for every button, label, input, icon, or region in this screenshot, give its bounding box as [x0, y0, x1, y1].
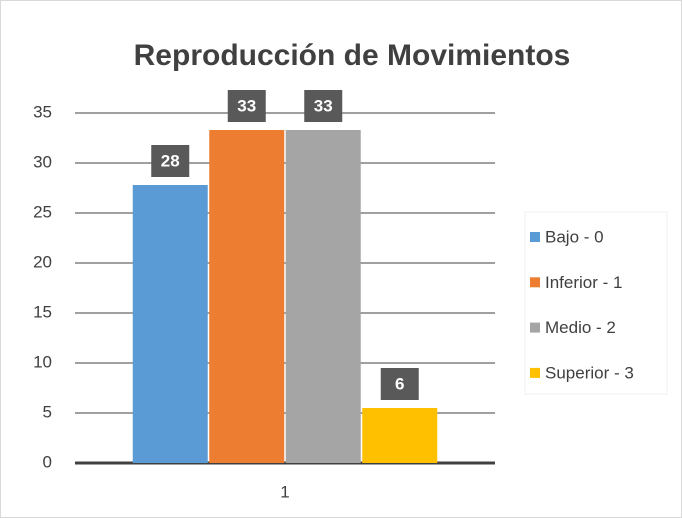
y-tick-label: 5	[43, 402, 52, 421]
legend-label: Inferior - 1	[545, 273, 622, 292]
legend-swatch	[530, 232, 540, 242]
data-label: 33	[237, 96, 256, 115]
data-label-box	[380, 368, 419, 400]
legend-swatch	[530, 277, 540, 288]
data-label: 28	[161, 151, 180, 170]
legend-label: Bajo - 0	[545, 227, 604, 246]
y-tick-label: 35	[33, 102, 52, 121]
y-tick-label: 20	[33, 252, 52, 271]
legend-swatch	[530, 322, 540, 333]
bar	[209, 130, 285, 463]
y-tick-label: 10	[33, 352, 52, 371]
bar	[285, 130, 361, 463]
chart-title: Reproducción de Movimientos	[134, 39, 571, 72]
legend-box	[524, 211, 668, 395]
bar	[362, 408, 438, 463]
data-label-box	[151, 145, 190, 177]
data-label: 6	[395, 374, 404, 393]
y-tick-label: 30	[33, 152, 52, 171]
data-label-box	[227, 90, 266, 122]
legend-label: Medio - 2	[545, 318, 616, 337]
y-tick-label: 25	[33, 202, 52, 221]
y-tick-label: 0	[43, 452, 52, 471]
legend-label: Superior - 3	[545, 363, 634, 382]
data-label: 33	[314, 96, 333, 115]
y-tick-label: 15	[33, 302, 52, 321]
data-label-box	[304, 90, 343, 122]
bar	[132, 185, 208, 463]
x-tick-label: 1	[280, 482, 289, 501]
legend-swatch	[530, 367, 540, 378]
